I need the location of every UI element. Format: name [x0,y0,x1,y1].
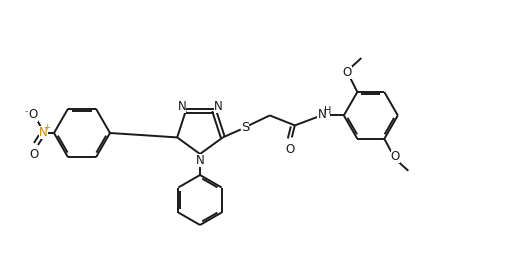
Text: O: O [343,65,352,78]
Text: O: O [29,148,38,161]
Text: N: N [214,100,223,113]
Text: N: N [317,108,326,121]
Text: +: + [44,123,51,132]
Text: O: O [28,108,37,121]
Text: H: H [324,107,331,116]
Text: S: S [241,121,249,134]
Text: N: N [196,153,204,166]
Text: O: O [285,143,294,156]
Text: N: N [178,100,186,113]
Text: O: O [391,150,400,163]
Text: N: N [38,126,48,139]
Text: ⁻: ⁻ [25,109,30,119]
